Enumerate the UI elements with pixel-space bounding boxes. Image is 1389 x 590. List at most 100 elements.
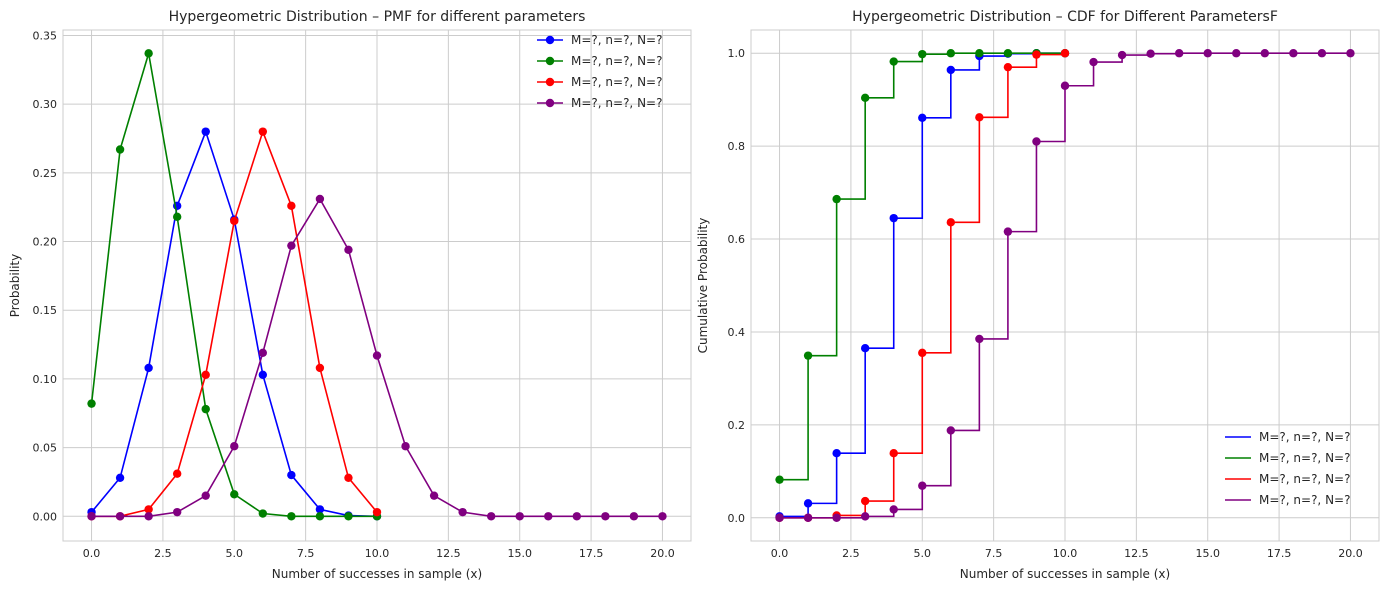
data-point: [287, 470, 296, 480]
y-tick-label: 0.4: [728, 326, 746, 339]
legend-entry: M=?, n=?, N=?: [1259, 493, 1350, 507]
data-point: [87, 512, 96, 521]
data-point: [544, 512, 553, 521]
data-point: [115, 512, 125, 521]
data-point: [372, 507, 382, 517]
data-point: [946, 426, 956, 435]
data-point: [344, 512, 353, 521]
legend: M=?, n=?, N=? M=?, n=?, N=? M=?, n=?, N=? M…: [537, 33, 662, 110]
data-point: [860, 344, 870, 353]
data-point: [87, 399, 96, 408]
data-point: [201, 491, 210, 500]
legend-entry: M=?, n=?, N=?: [571, 96, 662, 110]
cdf-chart: 0.0 2.5 5.0 7.5 10.0 12.5 15.0 17.5 20.0 0.0 0.2 0.…: [696, 9, 1380, 581]
data-point: [515, 512, 524, 521]
legend-marker: [545, 35, 555, 45]
data-point: [832, 449, 841, 458]
data-point: [1003, 49, 1013, 58]
data-point: [344, 245, 353, 254]
data-point: [201, 370, 210, 379]
y-tick-label: 0.35: [33, 29, 58, 42]
x-tick-label: 20.0: [650, 547, 675, 560]
data-point: [889, 57, 898, 66]
y-axis-label: Cumulative Probability: [696, 218, 710, 354]
data-point: [1317, 49, 1327, 58]
data-point: [201, 127, 210, 136]
legend-entry: M=?, n=?, N=?: [1259, 430, 1350, 444]
data-point: [946, 218, 956, 227]
data-point: [658, 512, 667, 521]
data-point: [258, 127, 268, 136]
data-point: [629, 512, 639, 521]
x-tick-label: 10.0: [365, 547, 390, 560]
x-tick-label: 10.0: [1053, 547, 1078, 560]
data-point: [372, 351, 382, 360]
data-point: [486, 512, 496, 521]
data-point: [315, 512, 325, 521]
legend-entry: M=?, n=?, N=?: [571, 33, 662, 47]
legend-entry: M=?, n=?, N=?: [1259, 472, 1350, 486]
data-point: [1032, 137, 1041, 146]
data-point: [832, 194, 841, 204]
y-tick-label: 0.10: [33, 373, 58, 386]
data-point: [230, 490, 239, 499]
y-tick-label: 0.25: [33, 167, 58, 180]
data-point: [344, 473, 353, 483]
data-point: [258, 348, 268, 358]
data-point: [832, 513, 841, 522]
y-tick-label: 0.0: [728, 512, 746, 525]
data-point: [1203, 49, 1212, 58]
data-point: [287, 241, 296, 250]
legend-marker: [545, 77, 555, 87]
data-point: [1032, 50, 1041, 59]
x-tick-label: 12.5: [1124, 547, 1149, 560]
data-point: [315, 363, 325, 373]
x-tick-label: 15.0: [1195, 547, 1220, 560]
x-axis-label: Number of successes in sample (x): [960, 567, 1170, 581]
x-tick-label: 15.0: [507, 547, 532, 560]
x-tick-label: 5.0: [226, 547, 244, 560]
legend: M=?, n=?, N=? M=?, n=?, N=? M=?, n=?, N=? M…: [1225, 430, 1350, 507]
data-point: [1089, 57, 1098, 67]
data-point: [144, 505, 153, 514]
x-tick-label: 2.5: [842, 547, 860, 560]
chart-title: Hypergeometric Distribution – CDF for Di…: [852, 9, 1278, 25]
data-point: [230, 442, 239, 451]
data-point: [1232, 49, 1241, 58]
x-axis-label: Number of successes in sample (x): [272, 567, 482, 581]
y-tick-label: 0.20: [33, 236, 58, 249]
y-tick-label: 1.0: [728, 47, 746, 60]
data-point: [458, 507, 467, 517]
data-point: [803, 351, 813, 360]
data-point: [975, 49, 984, 58]
y-tick-label: 0.2: [728, 419, 746, 432]
data-point: [918, 49, 927, 59]
data-point: [775, 475, 784, 484]
data-point: [230, 216, 239, 226]
data-point: [401, 442, 410, 451]
data-point: [287, 201, 296, 211]
data-point: [1060, 49, 1070, 58]
x-tick-label: 2.5: [154, 547, 172, 560]
plot-frame: [62, 29, 692, 542]
data-point: [918, 481, 927, 490]
data-point: [315, 194, 325, 204]
plot-frame: [750, 29, 1380, 542]
data-point: [287, 512, 296, 521]
data-point: [144, 512, 153, 521]
y-tick-label: 0.05: [33, 442, 58, 455]
data-point: [1146, 49, 1155, 58]
data-point: [601, 512, 610, 521]
legend-entry: M=?, n=?, N=?: [571, 75, 662, 89]
y-tick-label: 0.6: [728, 233, 746, 246]
data-point: [803, 513, 813, 522]
data-point: [115, 473, 125, 483]
y-tick-label: 0.00: [33, 510, 58, 523]
data-point: [1117, 50, 1127, 60]
x-tick-label: 7.5: [297, 547, 315, 560]
data-point: [803, 499, 813, 508]
data-point: [1260, 49, 1270, 58]
legend-entry: M=?, n=?, N=?: [571, 54, 662, 68]
data-point: [860, 512, 870, 521]
